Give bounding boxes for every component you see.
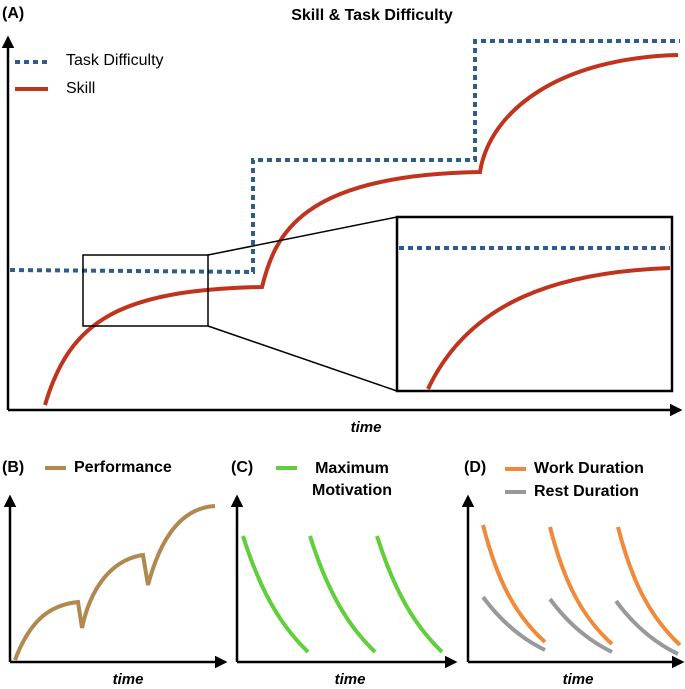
rest-duration-curves: [481, 595, 679, 656]
x-axis-label: time: [335, 671, 366, 688]
panel-label: (B): [2, 459, 24, 476]
skill: [43, 53, 679, 406]
x-axis-label: time: [351, 419, 382, 436]
zoom-line: [207, 216, 398, 256]
panel-label: (D): [464, 459, 486, 476]
work-duration-curves: [481, 524, 682, 647]
task-difficulty: [9, 39, 680, 275]
legend-text: Performance: [74, 459, 172, 476]
legend-text: Rest Duration: [534, 483, 639, 500]
zoom-line: [207, 325, 398, 392]
x-axis-label: time: [113, 671, 144, 688]
zoom-box: [82, 254, 209, 327]
legend-text: Maximum: [315, 460, 389, 477]
panel-title: Skill & Task Difficulty: [291, 7, 453, 24]
legend-text: Motivation: [312, 482, 392, 499]
legend-text: Skill: [66, 80, 95, 97]
skill-zoom: [426, 266, 671, 390]
panel-label: (C): [231, 459, 253, 476]
motivation-curves: [241, 535, 444, 654]
panel-label: (A): [2, 5, 24, 22]
legend-text: Task Difficulty: [66, 52, 164, 69]
zoom-inset: [395, 215, 674, 393]
performance: [13, 504, 216, 661]
legend-text: Work Duration: [534, 460, 644, 477]
x-axis-label: time: [563, 671, 594, 688]
